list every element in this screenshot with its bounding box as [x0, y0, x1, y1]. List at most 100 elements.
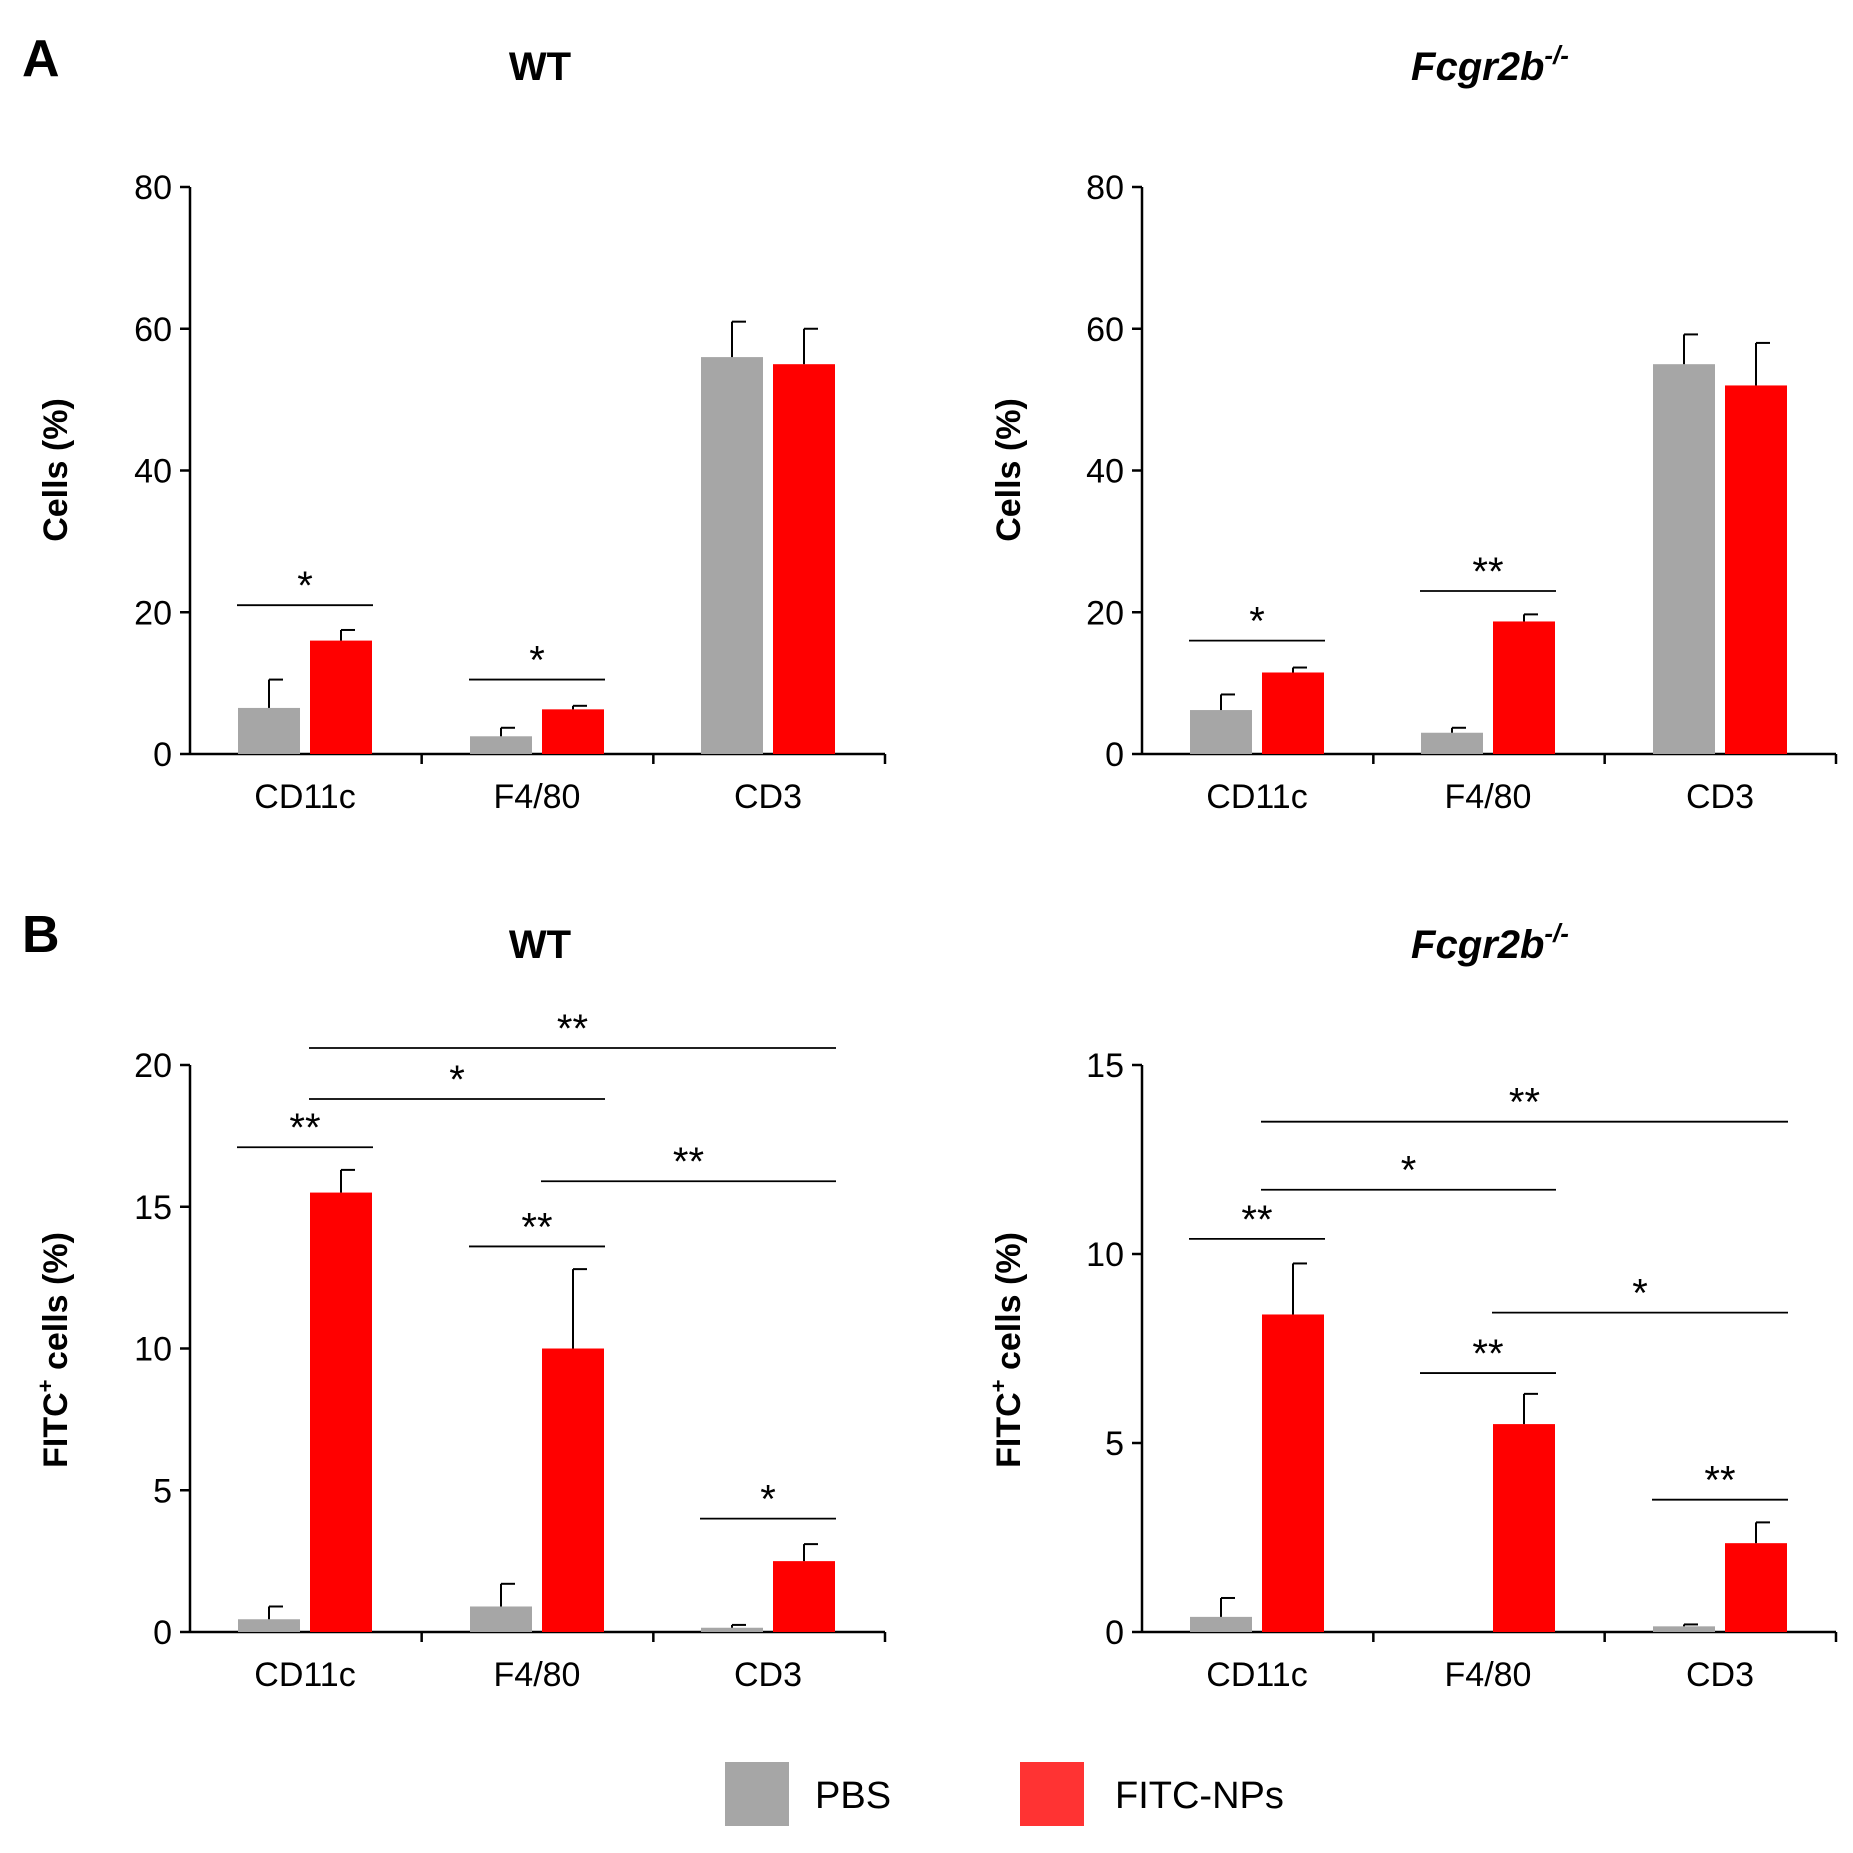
- legend-swatch-pbs: [725, 1762, 789, 1826]
- significance-label: *: [449, 1058, 465, 1102]
- y-tick-label: 0: [153, 1614, 172, 1652]
- y-tick-label: 10: [1086, 1236, 1124, 1274]
- bar: [310, 1192, 372, 1632]
- y-axis-title-superscript: +: [33, 1379, 58, 1392]
- bar: [310, 640, 372, 754]
- bar: [542, 709, 604, 754]
- significance-label: **: [1509, 1081, 1540, 1125]
- significance-label: *: [529, 639, 545, 683]
- significance-label: **: [557, 1007, 588, 1051]
- x-category-label: F4/80: [494, 1656, 581, 1694]
- legend-label-pbs: PBS: [815, 1775, 891, 1817]
- x-category-label: CD11c: [254, 1656, 355, 1694]
- significance-label: *: [1632, 1272, 1648, 1316]
- bar: [1421, 732, 1483, 754]
- y-tick-label: 0: [153, 736, 172, 774]
- y-axis-title: FITC+ cells (%): [33, 1232, 75, 1468]
- bar: [1725, 385, 1787, 754]
- y-axis-title-main: FITC: [37, 1392, 75, 1468]
- y-tick-label: 5: [1105, 1425, 1124, 1463]
- y-tick-label: 15: [1086, 1047, 1124, 1085]
- panel-letter-a: A: [22, 30, 60, 88]
- chart-a-wt: WT Cells (%) 0 20 40 60 80 CD11c F4/80 CD3 * *: [37, 45, 887, 816]
- y-tick-label: 10: [134, 1331, 172, 1369]
- x-category-label: CD11c: [254, 778, 355, 816]
- y-tick-label: 20: [134, 1047, 172, 1085]
- significance-label: **: [1472, 1332, 1503, 1376]
- y-axis-title: Cells (%): [990, 398, 1028, 542]
- chart-title-main: Fcgr2b: [1411, 45, 1544, 89]
- x-category-label: F4/80: [494, 778, 581, 816]
- y-axis-title: Cells (%): [37, 398, 75, 542]
- significance-label: *: [297, 564, 313, 608]
- y-tick-label: 20: [1086, 594, 1124, 632]
- bar: [773, 1561, 835, 1632]
- chart-title-superscript: -/-: [1544, 918, 1569, 948]
- significance-label: **: [289, 1106, 320, 1150]
- y-tick-label: 0: [1105, 736, 1124, 774]
- y-tick-label: 80: [1086, 169, 1124, 207]
- y-tick-label: 60: [134, 311, 172, 349]
- y-axis-title-rest: cells (%): [37, 1232, 75, 1379]
- y-axis-title: FITC+ cells (%): [986, 1232, 1028, 1468]
- significance-label: *: [1401, 1149, 1417, 1193]
- chart-title-main: Fcgr2b: [1411, 923, 1544, 967]
- significance-label: **: [521, 1205, 552, 1249]
- legend-label-fitc-nps: FITC-NPs: [1115, 1775, 1284, 1817]
- significance-label: **: [1472, 550, 1503, 594]
- significance-label: *: [1249, 600, 1265, 644]
- y-tick-label: 0: [1105, 1614, 1124, 1652]
- y-tick-label: 20: [134, 594, 172, 632]
- bar: [1653, 364, 1715, 754]
- panel-letter-b: B: [22, 906, 60, 964]
- y-tick-label: 15: [134, 1189, 172, 1227]
- y-tick-label: 40: [1086, 453, 1124, 491]
- x-category-label: CD3: [734, 1656, 802, 1694]
- legend-swatch-fitc-nps: [1020, 1762, 1084, 1826]
- y-tick-label: 80: [134, 169, 172, 207]
- x-category-label: CD3: [734, 778, 802, 816]
- y-tick-label: 40: [134, 453, 172, 491]
- bar: [701, 357, 763, 754]
- x-category-label: CD11c: [1206, 778, 1307, 816]
- bar: [701, 1627, 763, 1632]
- bar: [1262, 672, 1324, 754]
- bar: [1190, 1616, 1252, 1632]
- bar: [470, 736, 532, 754]
- bar: [1653, 1626, 1715, 1632]
- bar: [542, 1348, 604, 1632]
- bar: [1493, 1424, 1555, 1632]
- x-category-label: F4/80: [1445, 778, 1532, 816]
- bar: [1493, 621, 1555, 754]
- chart-title: WT: [509, 45, 571, 89]
- x-category-label: F4/80: [1445, 1656, 1532, 1694]
- bar: [238, 1619, 300, 1632]
- bar: [238, 707, 300, 754]
- chart-a-fcgr2b: Fcgr2b-/- Cells (%) 0 20 40 60 80 CD11c F4/80 CD3…: [990, 40, 1838, 816]
- chart-b-fcgr2b: Fcgr2b-/- FITC+ cells (%) 0 5 10 15 CD11c F4/80…: [986, 918, 1838, 1694]
- bar: [1725, 1543, 1787, 1632]
- significance-label: **: [1704, 1459, 1735, 1503]
- chart-title: WT: [509, 923, 571, 967]
- y-axis-title-superscript: +: [986, 1379, 1011, 1392]
- bar: [1190, 710, 1252, 754]
- x-category-label: CD3: [1686, 778, 1754, 816]
- significance-label: **: [1241, 1198, 1272, 1242]
- chart-title: Fcgr2b-/-: [1411, 40, 1569, 89]
- y-tick-label: 5: [153, 1472, 172, 1510]
- y-tick-label: 60: [1086, 311, 1124, 349]
- bar: [773, 364, 835, 754]
- x-category-label: CD11c: [1206, 1656, 1307, 1694]
- y-axis-title-main: FITC: [990, 1392, 1028, 1468]
- x-category-label: CD3: [1686, 1656, 1754, 1694]
- y-axis-title-rest: cells (%): [990, 1232, 1028, 1379]
- significance-label: *: [760, 1478, 776, 1522]
- legend: PBS FITC-NPs: [725, 1762, 1284, 1826]
- bar: [1262, 1314, 1324, 1632]
- chart-title-superscript: -/-: [1544, 40, 1569, 70]
- significance-label: **: [673, 1140, 704, 1184]
- chart-title: Fcgr2b-/-: [1411, 918, 1569, 967]
- bar: [470, 1606, 532, 1632]
